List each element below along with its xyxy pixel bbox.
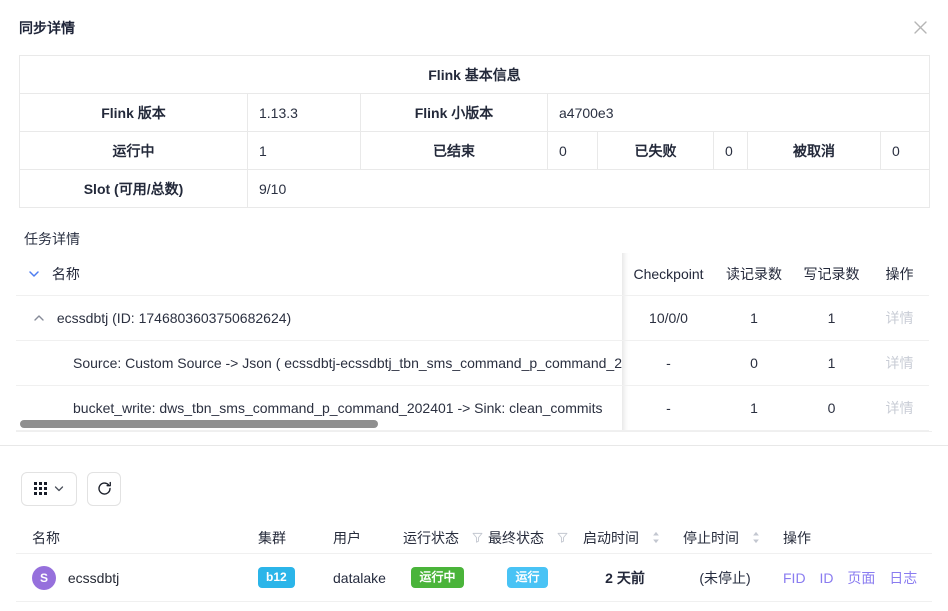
id-link[interactable]: ID bbox=[819, 569, 834, 586]
task-checkpoint: 10/0/0 bbox=[622, 295, 715, 341]
task-write: 1 bbox=[793, 340, 870, 386]
close-icon[interactable] bbox=[911, 18, 930, 37]
page-title: 同步详情 bbox=[19, 20, 75, 36]
stop-time: (未停止) bbox=[675, 553, 775, 602]
table-row: S ecssdbtj b12 datalake 运行中 运行 2 天前 (未停止… bbox=[16, 553, 932, 602]
task-details-link[interactable]: 详情 bbox=[885, 309, 914, 326]
task-write: 1 bbox=[793, 295, 870, 341]
jobs-col-user: 用户 bbox=[325, 522, 395, 554]
jobs-col-action: 操作 bbox=[775, 522, 932, 554]
task-details-link[interactable]: 详情 bbox=[885, 399, 914, 416]
toolbar bbox=[21, 471, 948, 506]
avatar: S bbox=[32, 565, 56, 590]
collapse-row-icon[interactable] bbox=[33, 312, 45, 324]
finished-label: 已结束 bbox=[360, 131, 548, 170]
cancelled-label: 被取消 bbox=[747, 131, 881, 170]
flink-version-label: Flink 版本 bbox=[19, 93, 248, 132]
task-row: Source: Custom Source -> Json ( ecssdbtj… bbox=[16, 340, 929, 386]
jobs-col-final-status: 最终状态 bbox=[480, 522, 575, 554]
task-details-table: 名称 Checkpoint 读记录数 写记录数 操作 ecssdbtj (ID:… bbox=[16, 253, 932, 432]
flink-minor-version-value: a4700e3 bbox=[546, 93, 931, 132]
fid-link[interactable]: FID bbox=[783, 569, 806, 586]
start-time: 2 天前 bbox=[575, 553, 675, 602]
flink-minor-version-label: Flink 小版本 bbox=[360, 93, 548, 132]
failed-label: 已失败 bbox=[597, 131, 714, 170]
sorter-icon[interactable] bbox=[752, 531, 760, 544]
task-details-section-title: 任务详情 bbox=[24, 231, 80, 247]
task-row: ecssdbtj (ID: 1746803603750682624) 10/0/… bbox=[16, 295, 929, 341]
section-divider bbox=[0, 444, 948, 446]
task-name: bucket_write: dws_tbn_sms_command_p_comm… bbox=[73, 399, 603, 416]
finished-value: 0 bbox=[547, 131, 598, 170]
column-settings-button[interactable] bbox=[21, 471, 77, 506]
task-col-read-records: 读记录数 bbox=[715, 253, 793, 296]
jobs-col-name: 名称 bbox=[16, 522, 250, 554]
jobs-col-cluster: 集群 bbox=[250, 522, 325, 554]
filter-icon[interactable] bbox=[472, 532, 483, 543]
sorter-icon[interactable] bbox=[652, 531, 660, 544]
running-value: 1 bbox=[247, 131, 361, 170]
task-read: 1 bbox=[715, 385, 793, 431]
jobs-table: 名称 集群 用户 运行状态 最终状态 启动时间 bbox=[16, 522, 932, 602]
cancelled-value: 0 bbox=[879, 131, 931, 170]
expand-all-icon[interactable] bbox=[28, 268, 40, 280]
task-col-write-records: 写记录数 bbox=[793, 253, 870, 296]
refresh-button[interactable] bbox=[87, 471, 121, 506]
jobs-col-stop-time: 停止时间 bbox=[675, 522, 775, 554]
jobs-col-start-time: 启动时间 bbox=[575, 522, 675, 554]
task-write: 0 bbox=[793, 385, 870, 431]
task-col-action: 操作 bbox=[870, 253, 929, 296]
task-name: ecssdbtj (ID: 1746803603750682624) bbox=[56, 309, 292, 326]
failed-value: 0 bbox=[713, 131, 748, 170]
task-checkpoint: - bbox=[622, 385, 715, 431]
flink-info-table: Flink 基本信息 Flink 版本 1.13.3 Flink 小版本 a47… bbox=[18, 55, 931, 208]
task-col-checkpoint: Checkpoint bbox=[622, 253, 715, 296]
task-read: 0 bbox=[715, 340, 793, 386]
task-checkpoint: - bbox=[622, 340, 715, 386]
refresh-icon bbox=[97, 481, 112, 496]
slot-value: 9/10 bbox=[246, 169, 931, 208]
jobs-col-run-status: 运行状态 bbox=[395, 522, 483, 554]
log-link[interactable]: 日志 bbox=[889, 569, 918, 586]
job-user: datalake bbox=[325, 553, 395, 602]
flink-info-title: Flink 基本信息 bbox=[18, 55, 931, 94]
flink-version-value: 1.13.3 bbox=[247, 93, 361, 132]
filter-icon[interactable] bbox=[557, 532, 568, 543]
chevron-down-icon bbox=[54, 484, 64, 494]
task-col-name: 名称 bbox=[51, 265, 80, 282]
task-details-link[interactable]: 详情 bbox=[885, 354, 914, 371]
grid-icon bbox=[33, 481, 48, 496]
horizontal-scrollbar-thumb[interactable] bbox=[20, 419, 378, 428]
task-name: Source: Custom Source -> Json ( ecssdbtj… bbox=[73, 354, 622, 371]
page-link[interactable]: 页面 bbox=[847, 569, 876, 586]
run-status-badge: 运行中 bbox=[411, 567, 464, 588]
drawer-header: 同步详情 bbox=[0, 0, 948, 38]
slot-label: Slot (可用/总数) bbox=[19, 169, 248, 208]
cluster-badge: b12 bbox=[258, 567, 295, 588]
task-read: 1 bbox=[715, 295, 793, 341]
job-name: ecssdbtj bbox=[67, 569, 120, 586]
final-status-badge: 运行 bbox=[507, 567, 548, 588]
running-label: 运行中 bbox=[19, 131, 248, 170]
